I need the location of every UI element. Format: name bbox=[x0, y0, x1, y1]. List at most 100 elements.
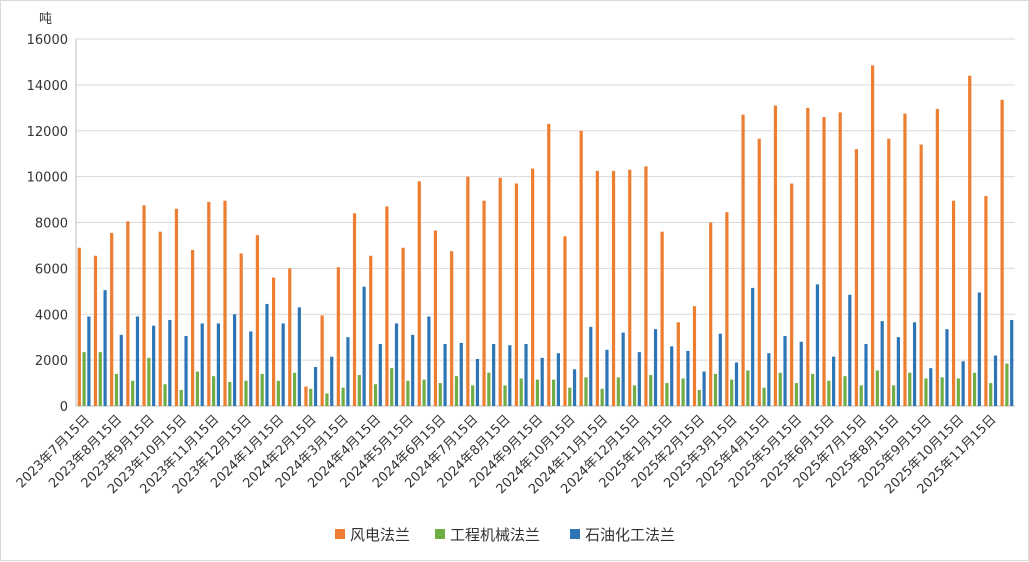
bar-1 bbox=[450, 251, 454, 406]
bar-1 bbox=[385, 206, 389, 406]
bar-2 bbox=[471, 385, 475, 406]
bar-3 bbox=[977, 292, 981, 406]
bar-2 bbox=[600, 388, 604, 406]
bar-1 bbox=[207, 201, 211, 406]
bar-2 bbox=[341, 387, 345, 406]
legend: 风电法兰 工程机械法兰 石油化工法兰 bbox=[335, 526, 675, 544]
bar-3 bbox=[330, 356, 334, 406]
y-unit-label: 吨 bbox=[39, 12, 52, 27]
bar-2 bbox=[584, 377, 588, 406]
bar-2 bbox=[665, 383, 669, 406]
bar-1 bbox=[93, 255, 98, 406]
bar-3 bbox=[556, 353, 560, 406]
bar-3 bbox=[378, 344, 382, 406]
y-tick-label: 8000 bbox=[35, 217, 68, 232]
bar-2 bbox=[147, 357, 151, 406]
bar-3 bbox=[880, 321, 884, 406]
bar-1 bbox=[433, 230, 438, 406]
bar-3 bbox=[670, 346, 674, 406]
bar-3 bbox=[411, 334, 415, 406]
y-tick-label: 14000 bbox=[27, 79, 68, 94]
bar-3 bbox=[702, 371, 706, 406]
bar-3 bbox=[589, 326, 593, 406]
bar-1 bbox=[692, 306, 697, 406]
bar-1 bbox=[854, 149, 858, 406]
bar-1 bbox=[773, 105, 778, 407]
bar-2 bbox=[632, 385, 637, 406]
y-tick-label: 2000 bbox=[35, 354, 68, 369]
bar-2 bbox=[730, 379, 734, 406]
bar-1 bbox=[725, 212, 729, 406]
bar-3 bbox=[233, 314, 237, 406]
bar-1 bbox=[628, 169, 632, 406]
bar-1 bbox=[676, 322, 680, 406]
bar-3 bbox=[249, 331, 253, 406]
bar-1 bbox=[595, 170, 599, 406]
bar-1 bbox=[1000, 99, 1004, 406]
bar-2 bbox=[827, 380, 831, 406]
bar-1 bbox=[514, 183, 519, 406]
bar-3 bbox=[1010, 319, 1014, 406]
bar-1 bbox=[304, 386, 308, 406]
bar-3 bbox=[734, 362, 739, 406]
bar-1 bbox=[547, 123, 551, 407]
bar-2 bbox=[454, 376, 459, 406]
bar-3 bbox=[394, 323, 399, 406]
bar-2 bbox=[811, 373, 815, 406]
bar-1 bbox=[984, 196, 988, 406]
bar-1 bbox=[935, 108, 939, 407]
bar-2 bbox=[195, 371, 200, 406]
bar-3 bbox=[718, 333, 722, 406]
bar-3 bbox=[848, 294, 852, 406]
bar-2 bbox=[357, 375, 361, 406]
bar-2 bbox=[82, 352, 86, 406]
bar-1 bbox=[579, 130, 583, 406]
y-tick-label: 0 bbox=[60, 400, 68, 415]
bar-3 bbox=[265, 303, 269, 406]
bar-3 bbox=[540, 357, 544, 406]
bar-1 bbox=[255, 235, 259, 406]
bar-1 bbox=[142, 205, 146, 406]
bar-1 bbox=[531, 168, 535, 406]
bar-3 bbox=[459, 342, 463, 406]
bar-3 bbox=[912, 322, 917, 406]
bar-3 bbox=[346, 337, 350, 406]
bar-1 bbox=[417, 181, 421, 406]
bar-1 bbox=[806, 107, 810, 406]
bar-2 bbox=[390, 368, 394, 406]
bar-2 bbox=[276, 380, 280, 406]
bar-2 bbox=[972, 372, 977, 406]
x-tick-labels: 2023年7月15日2023年8月15日2023年9月15日2023年10月15… bbox=[14, 412, 1000, 497]
bar-2 bbox=[309, 388, 313, 406]
bar-3 bbox=[653, 329, 658, 406]
bar-3 bbox=[945, 329, 949, 406]
bar-3 bbox=[508, 345, 512, 406]
bar-2 bbox=[794, 383, 799, 406]
bar-1 bbox=[369, 255, 373, 406]
bar-2 bbox=[422, 379, 426, 406]
bar-1 bbox=[741, 114, 745, 406]
bar-2 bbox=[940, 377, 944, 406]
bar-1 bbox=[709, 222, 713, 406]
bar-1 bbox=[951, 200, 956, 406]
bar-1 bbox=[401, 247, 405, 406]
bar-2 bbox=[535, 379, 540, 406]
bar-1 bbox=[887, 138, 891, 406]
bar-2 bbox=[746, 370, 750, 406]
y-tick-label: 4000 bbox=[35, 308, 68, 323]
bar-1 bbox=[336, 267, 340, 406]
bar-1 bbox=[822, 116, 826, 407]
bar-3 bbox=[783, 336, 787, 406]
bar-3 bbox=[313, 367, 318, 406]
bar-3 bbox=[281, 323, 285, 406]
bar-3 bbox=[103, 290, 107, 406]
bar-2 bbox=[713, 373, 718, 406]
bar-1 bbox=[191, 250, 195, 406]
bar-3 bbox=[621, 332, 625, 406]
bar-3 bbox=[799, 341, 803, 406]
bar-1 bbox=[110, 232, 114, 406]
bar-3 bbox=[767, 353, 771, 406]
y-tick-label: 10000 bbox=[27, 171, 68, 186]
bar-3 bbox=[572, 369, 577, 406]
